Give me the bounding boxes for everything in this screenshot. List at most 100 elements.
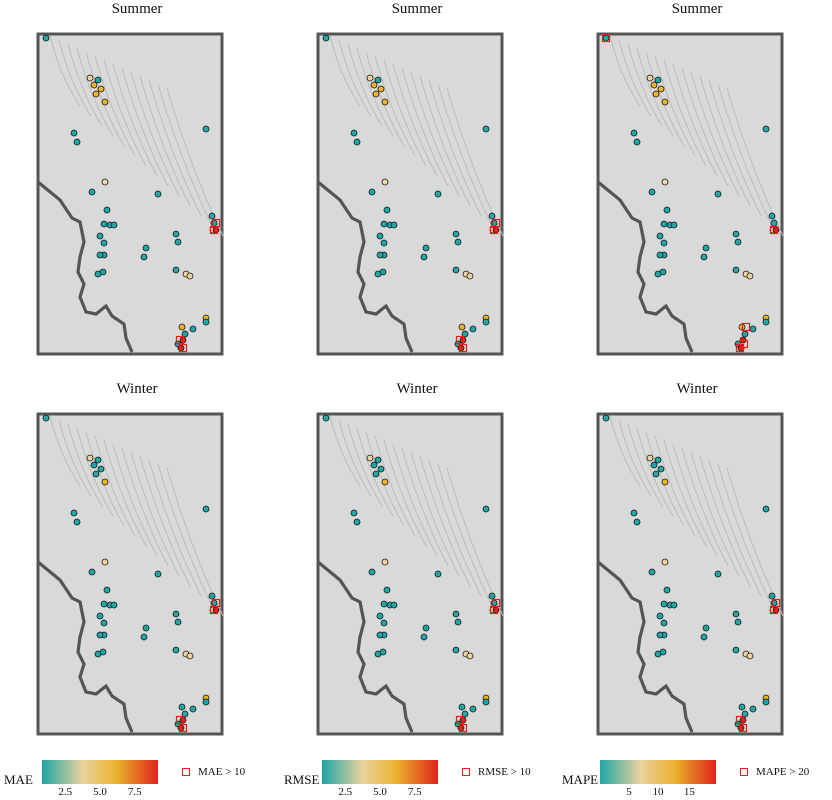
terrain-line (681, 67, 729, 187)
station-point (732, 610, 740, 618)
station-point (702, 624, 710, 632)
station-point (103, 206, 111, 214)
station-point (374, 456, 382, 464)
station-point (457, 344, 465, 352)
flag-marker (771, 598, 781, 608)
terrain-line (708, 79, 762, 217)
flag-marker (455, 715, 465, 725)
terrain-line (329, 415, 361, 487)
terrain-line (356, 427, 394, 517)
legend-tick: 2.5 (338, 786, 353, 798)
station-point (376, 612, 384, 620)
map-summer-mape (596, 32, 784, 356)
flag-marker (601, 33, 611, 43)
station-point (656, 232, 664, 240)
terrain-line (121, 447, 169, 567)
station-point (353, 518, 361, 526)
terrain-line (130, 451, 180, 577)
station-point (372, 90, 380, 98)
station-point (154, 190, 162, 198)
station-point (734, 238, 742, 246)
station-point (368, 188, 376, 196)
station-point (86, 74, 94, 82)
flag-marker (769, 225, 779, 235)
map-panel-summer-mape: Summer (560, 0, 832, 380)
station-point (646, 454, 654, 462)
station-point (469, 325, 477, 333)
legend-flag-label: MAPE > 20 (756, 766, 810, 778)
station-point (630, 509, 638, 517)
station-point (202, 125, 210, 133)
station-point (140, 633, 148, 641)
station-point (648, 568, 656, 576)
station-point (390, 221, 398, 229)
terrain-line (94, 55, 136, 157)
station-point (374, 76, 382, 84)
station-point (101, 478, 109, 486)
terrain-line (383, 439, 427, 547)
station-point (376, 251, 384, 259)
panel-title: Summer (111, 1, 163, 17)
flag-marker (741, 322, 751, 332)
terrain-line (681, 447, 729, 567)
station-point (452, 230, 460, 238)
panel-title: Summer (391, 1, 443, 17)
station-point (482, 698, 490, 706)
station-point (492, 226, 500, 234)
station-point (372, 470, 380, 478)
flag-marker (175, 335, 185, 345)
station-point (602, 414, 610, 422)
station-point (734, 618, 742, 626)
station-point (749, 325, 757, 333)
red-square-icon (740, 768, 748, 776)
legend-tick: 15 (683, 786, 695, 798)
legend-ticks: 5 10 15 (600, 786, 716, 800)
legend-colorbar (600, 760, 716, 784)
station-point (700, 253, 708, 261)
station-point (714, 570, 722, 578)
station-point (461, 330, 469, 338)
station-point (762, 505, 770, 513)
station-point (422, 624, 430, 632)
station-point (661, 178, 669, 186)
station-point (454, 618, 462, 626)
station-point (42, 414, 50, 422)
legend-tick: 5 (626, 786, 632, 798)
station-point (654, 76, 662, 84)
station-point (73, 138, 81, 146)
terrain-line (627, 43, 663, 127)
map-panel-summer-rmse: Summer (280, 0, 554, 380)
station-point (657, 465, 665, 473)
station-point (657, 85, 665, 93)
terrain-line (609, 35, 641, 107)
station-point (646, 74, 654, 82)
terrain-line (654, 55, 696, 157)
station-point (660, 239, 668, 247)
terrain-line (338, 419, 372, 497)
station-point (186, 272, 194, 280)
terrain-line (672, 63, 718, 177)
legend-flag: MAE > 10 (182, 766, 245, 778)
legend-ticks: 2.5 5.0 7.5 (42, 786, 158, 800)
map-frame (316, 412, 504, 736)
legend-tick: 10 (652, 786, 664, 798)
state-boundary (316, 560, 414, 733)
legend-tick: 7.5 (127, 786, 142, 798)
station-point (492, 606, 500, 614)
state-boundary (596, 180, 694, 353)
terrain-line (636, 427, 674, 517)
legend-flag-label: MAE > 10 (198, 766, 246, 778)
terrain-line (329, 35, 361, 107)
station-point (702, 244, 710, 252)
terrain-line (419, 75, 471, 207)
station-point (422, 244, 430, 252)
station-point (368, 568, 376, 576)
station-point (376, 232, 384, 240)
station-point (714, 190, 722, 198)
terrain-line (654, 435, 696, 537)
station-point (174, 618, 182, 626)
station-point (374, 270, 382, 278)
state-boundary (596, 560, 694, 733)
station-point (732, 646, 740, 654)
state-boundary (36, 560, 134, 733)
